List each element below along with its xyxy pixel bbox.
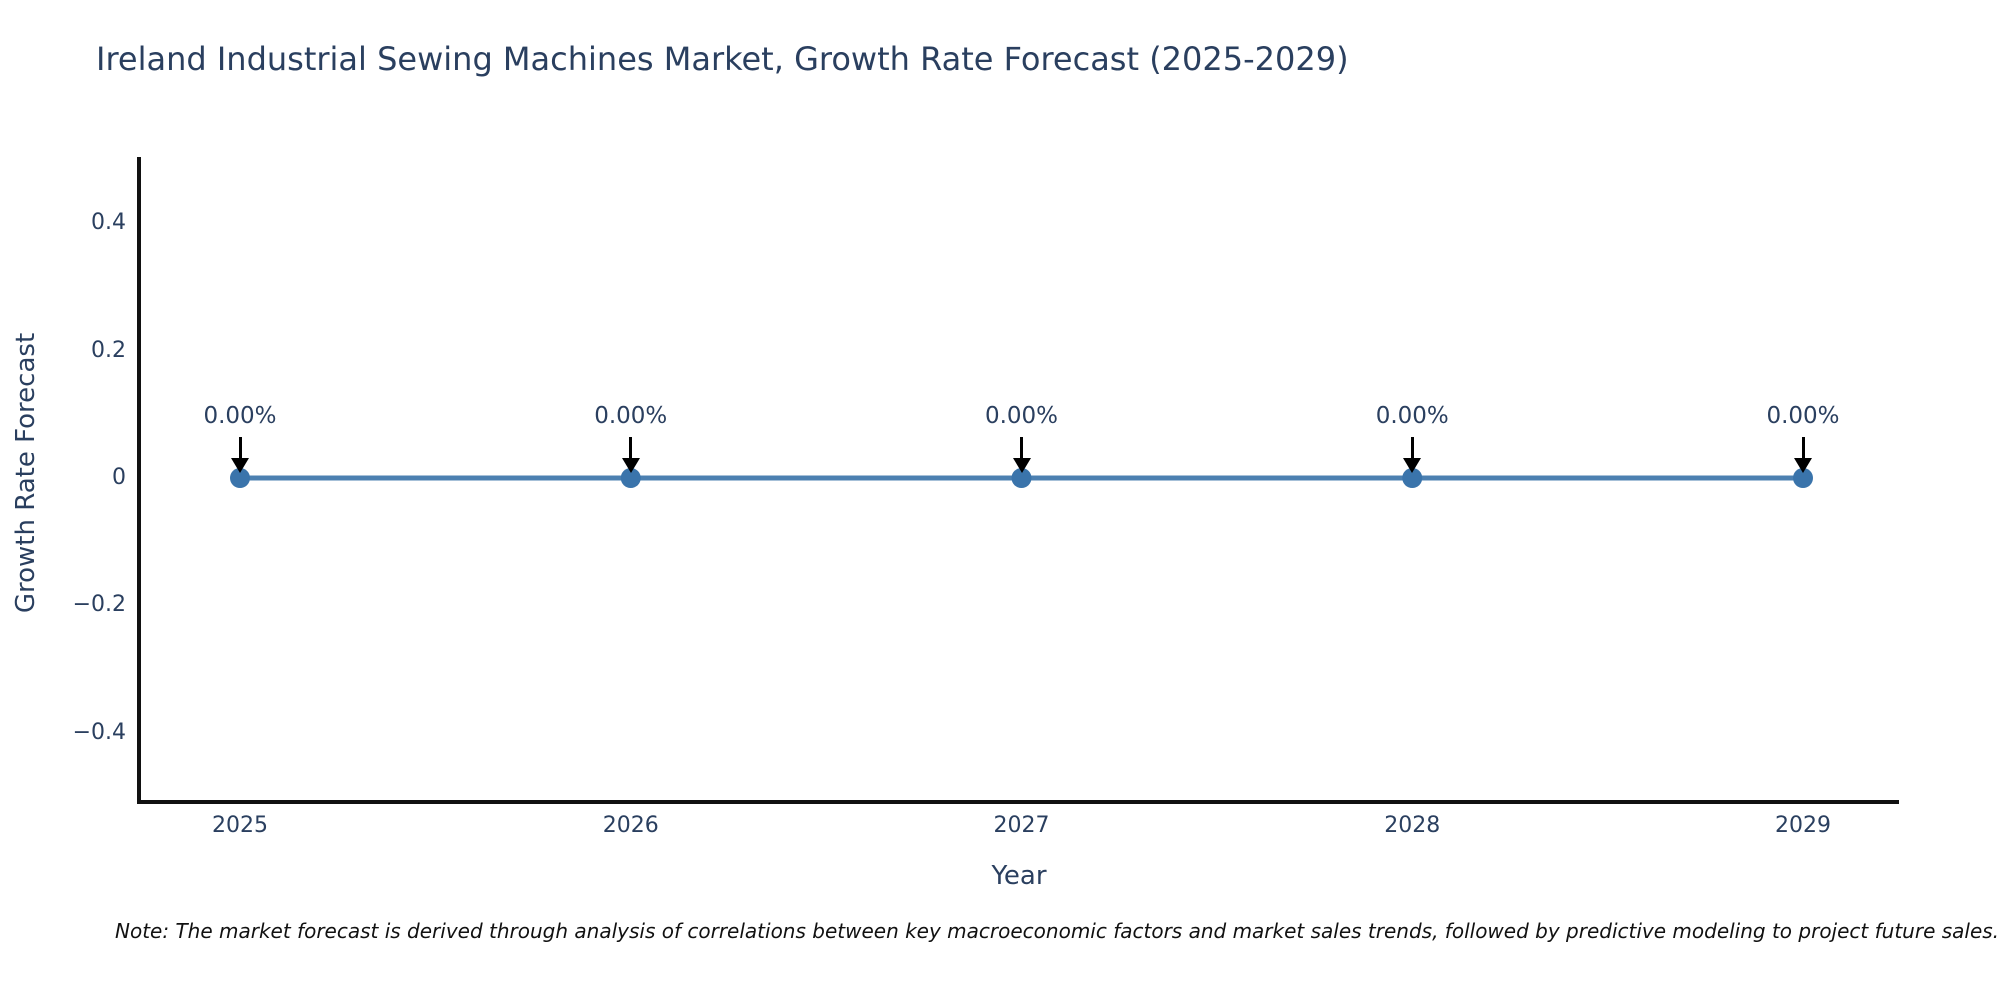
chart-title: Ireland Industrial Sewing Machines Marke… [96, 40, 1349, 78]
data-point-marker [620, 468, 641, 488]
footnote: Note: The market forecast is derived thr… [115, 919, 2000, 943]
data-point-marker [230, 468, 250, 488]
x-axis-line [137, 800, 1899, 804]
data-point-marker [1402, 468, 1423, 488]
data-point-marker [1011, 468, 1032, 488]
y-axis-line [137, 157, 141, 804]
data-point-marker [1793, 468, 1813, 488]
x-axis-title: Year [991, 861, 1047, 891]
